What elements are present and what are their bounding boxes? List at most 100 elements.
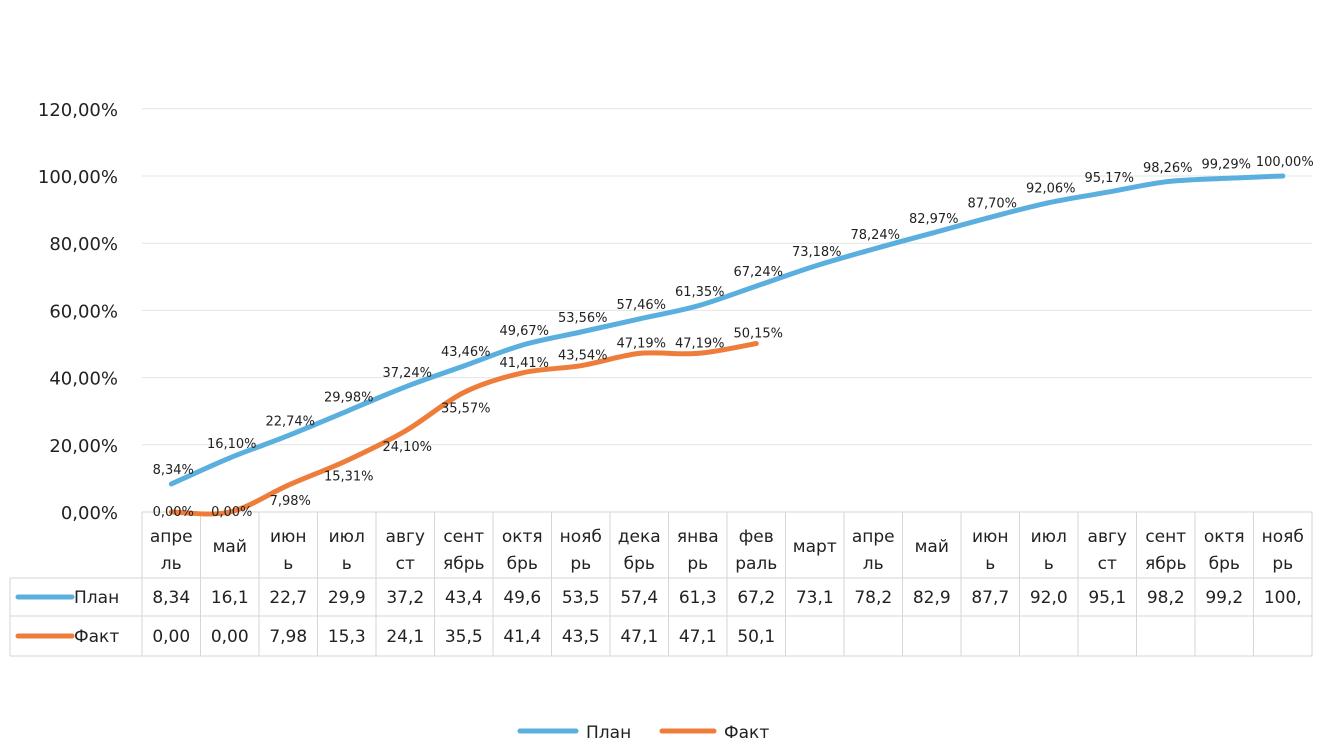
table-cell-value: 49,6 [503, 588, 541, 608]
data-label: 57,46% [616, 298, 666, 313]
data-label: 47,19% [675, 336, 725, 351]
data-label: 47,19% [616, 336, 666, 351]
data-label: 53,56% [558, 311, 608, 326]
table-cell-value: 82,9 [913, 588, 951, 608]
x-tick-label: июн [972, 527, 1008, 547]
data-label: 0,00% [153, 505, 194, 520]
data-label: 99,29% [1201, 157, 1251, 172]
data-label: 100,00% [1256, 155, 1314, 170]
table-cell-value: 0,00 [211, 627, 249, 647]
data-label: 82,97% [909, 212, 959, 227]
table-cell-value: 29,9 [328, 588, 366, 608]
x-tick-label: рь [1272, 554, 1293, 574]
data-label: 95,17% [1084, 171, 1134, 186]
table-cell-value: 47,1 [679, 627, 717, 647]
y-tick-label: 100,00% [38, 167, 118, 188]
x-tick-label: ябрь [1145, 554, 1187, 574]
x-tick-label: апре [852, 527, 895, 547]
y-tick-label: 120,00% [38, 100, 118, 121]
x-tick-label: март [793, 537, 837, 557]
x-tick-label: рь [570, 554, 591, 574]
x-tick-label: ь [342, 554, 352, 574]
series-line [168, 341, 759, 517]
table-cell-value: 43,5 [562, 627, 600, 647]
table-cell-value: 37,2 [386, 588, 424, 608]
x-tick-label: брь [1209, 554, 1240, 574]
data-label: 67,24% [733, 265, 783, 280]
x-tick-label: апре [150, 527, 193, 547]
table-cell-value: 98,2 [1147, 588, 1185, 608]
x-tick-label: июл [329, 527, 365, 547]
table-cell-value: 8,34 [152, 588, 190, 608]
table-cell-value: 43,4 [445, 588, 483, 608]
x-tick-label: сент [443, 527, 484, 547]
table-cell-value: 53,5 [562, 588, 600, 608]
x-tick-label: ь [1044, 554, 1054, 574]
x-tick-label: брь [507, 554, 538, 574]
table-cell-value: 78,2 [854, 588, 892, 608]
x-tick-label: ль [161, 554, 182, 574]
x-tick-label: сент [1145, 527, 1186, 547]
x-tick-label: рь [687, 554, 708, 574]
legend-label: План [586, 723, 631, 743]
table-cell-value: 57,4 [620, 588, 658, 608]
table-cell-value: 50,1 [737, 627, 775, 647]
y-tick-label: 60,00% [49, 301, 118, 322]
data-label: 22,74% [265, 415, 315, 430]
table-cell-value: 15,3 [328, 627, 366, 647]
x-tick-label: ь [283, 554, 293, 574]
data-label: 98,26% [1143, 161, 1193, 176]
table-cell-value: 100, [1264, 588, 1302, 608]
x-tick-label: май [213, 537, 247, 557]
data-label: 43,46% [441, 345, 491, 360]
table-cell-value: 35,5 [445, 627, 483, 647]
data-label: 16,10% [207, 437, 257, 452]
data-label: 50,15% [733, 326, 783, 341]
y-tick-label: 40,00% [49, 369, 118, 390]
table-cell-value: 92,0 [1030, 588, 1068, 608]
x-tick-label: нояб [560, 527, 602, 547]
data-label: 37,24% [382, 366, 432, 381]
table-cell-value: 67,2 [737, 588, 775, 608]
data-label: 41,41% [499, 356, 549, 371]
table-series-name: План [74, 588, 119, 608]
x-tick-label: раль [735, 554, 777, 574]
x-tick-label: июн [270, 527, 306, 547]
x-tick-label: ь [985, 554, 995, 574]
series-line [168, 173, 1286, 487]
x-tick-label: октя [502, 527, 543, 547]
table-cell-value: 41,4 [503, 627, 541, 647]
table-cell-value: 0,00 [152, 627, 190, 647]
x-tick-label: июл [1031, 527, 1067, 547]
data-label: 92,06% [1026, 182, 1076, 197]
data-label: 87,70% [967, 196, 1017, 211]
x-tick-label: дека [618, 527, 661, 547]
data-label: 35,57% [441, 401, 491, 416]
table-cell-value: 22,7 [269, 588, 307, 608]
data-label: 15,31% [324, 470, 374, 485]
data-label: 7,98% [270, 494, 311, 509]
x-tick-label: октя [1204, 527, 1245, 547]
x-tick-label: ст [396, 554, 415, 574]
data-label: 8,34% [153, 463, 194, 478]
y-tick-label: 0,00% [61, 503, 118, 524]
table-cell-value: 61,3 [679, 588, 717, 608]
data-label: 0,00% [211, 505, 252, 520]
table-series-name: Факт [74, 627, 119, 647]
x-tick-label: авгу [1088, 527, 1127, 547]
y-tick-label: 80,00% [49, 234, 118, 255]
x-tick-label: ст [1098, 554, 1117, 574]
x-tick-label: ябрь [443, 554, 485, 574]
x-tick-label: ль [863, 554, 884, 574]
data-label: 61,35% [675, 285, 725, 300]
x-tick-label: брь [624, 554, 655, 574]
table-cell-value: 24,1 [386, 627, 424, 647]
table-cell-value: 47,1 [620, 627, 658, 647]
x-tick-label: авгу [386, 527, 425, 547]
x-tick-label: нояб [1262, 527, 1304, 547]
table-cell-value: 87,7 [971, 588, 1009, 608]
data-label: 29,98% [324, 390, 374, 405]
data-label: 73,18% [792, 245, 842, 260]
